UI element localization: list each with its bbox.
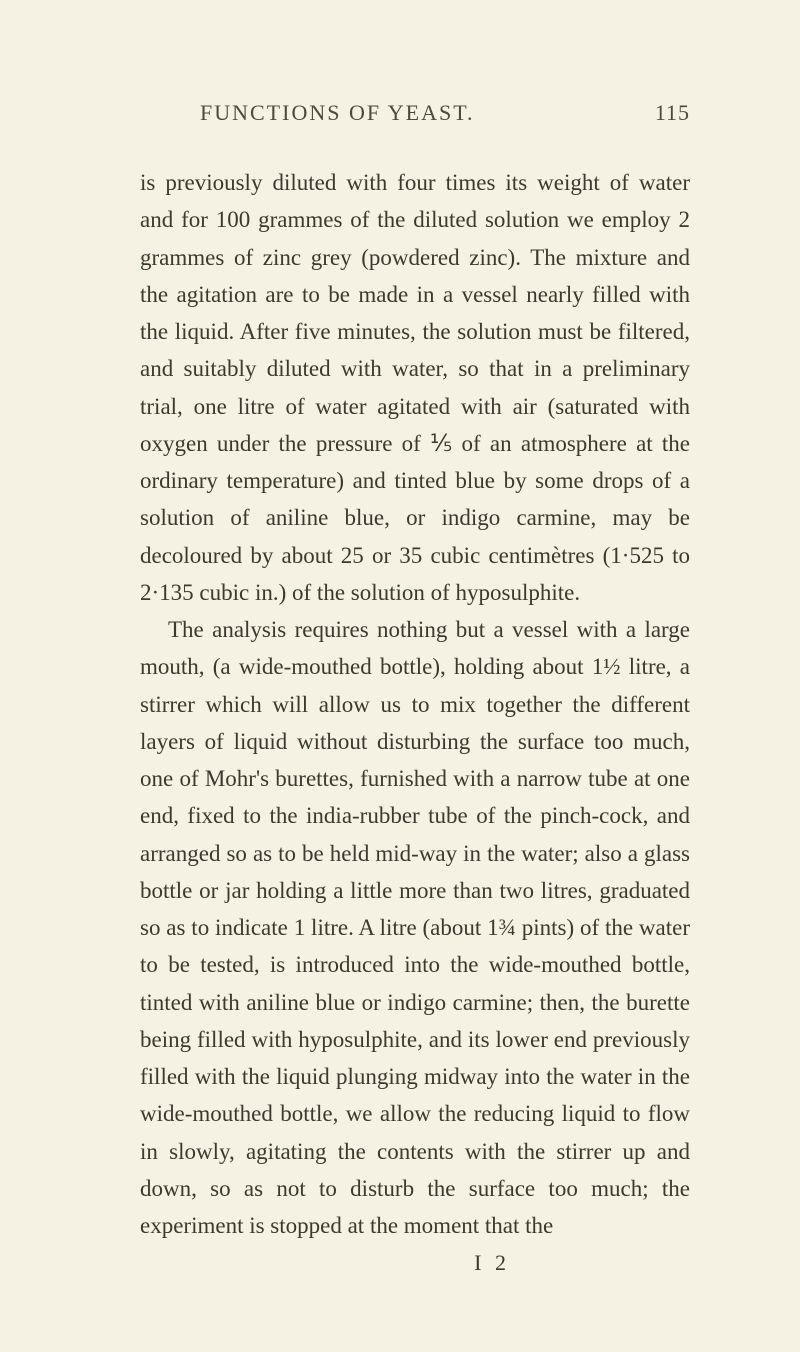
running-title: FUNCTIONS OF YEAST. (200, 100, 475, 126)
paragraph-2: The analysis requires nothing but a vess… (140, 611, 690, 1244)
paragraph-1: is previously diluted with four times it… (140, 164, 690, 611)
page-number: 115 (655, 100, 690, 126)
body-text: is previously diluted with four times it… (140, 164, 690, 1244)
page-header: FUNCTIONS OF YEAST. 115 (140, 100, 690, 126)
signature-mark: I 2 (140, 1250, 690, 1276)
